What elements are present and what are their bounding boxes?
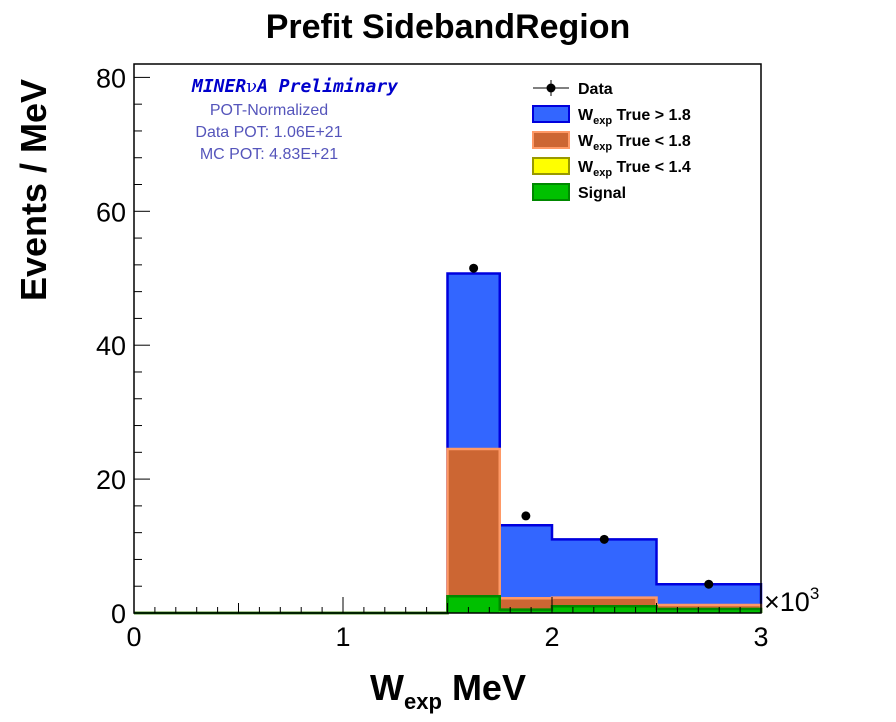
y-axis-title: Events / MeV <box>13 79 54 301</box>
data-point-0 <box>469 263 479 273</box>
x-tick-label-2: 2 <box>544 622 559 652</box>
x-multiplier-exponent: 3 <box>810 584 819 603</box>
legend-label-3: Wexp True < 1.4 <box>578 159 691 179</box>
x-tick-label-0: 0 <box>126 622 141 652</box>
data-pot-label: Data POT: 1.06E+21 <box>195 124 342 141</box>
x-axis-title: Wexp MeV <box>370 667 526 714</box>
pot-normalized-label: POT-Normalized <box>210 102 328 119</box>
bar-series0-bin4 <box>499 609 552 613</box>
legend-swatch-3 <box>532 157 570 175</box>
data-point-1 <box>521 511 531 521</box>
legend-label-4: Signal <box>578 185 626 202</box>
legend-swatch-4 <box>532 183 570 201</box>
nu-symbol: ν <box>246 76 257 97</box>
data-point-2 <box>599 534 609 544</box>
chart-title: Prefit SidebandRegion <box>266 8 631 46</box>
bar-series0-bin3 <box>447 596 500 613</box>
legend-marker-dot <box>546 83 556 93</box>
legend-entry-3: Wexp True < 1.4 <box>532 157 691 179</box>
experiment-banner: MINERνA Preliminary <box>191 76 399 97</box>
legend-entry-0: Data <box>533 80 613 98</box>
legend-entry-4: Signal <box>532 183 626 202</box>
legend-label-2: Wexp True < 1.8 <box>578 133 691 153</box>
bar-series0-bin6 <box>656 608 761 613</box>
data-point-3 <box>704 579 714 589</box>
bar-series0-bin5 <box>552 606 657 613</box>
legend-entry-2: Wexp True < 1.8 <box>532 131 691 153</box>
x-axis: 0 1 2 3 <box>126 597 769 652</box>
x-tick-label-3: 3 <box>753 622 768 652</box>
mc-pot-label: MC POT: 4.83E+21 <box>200 146 338 163</box>
experiment-annotation: MINERνA Preliminary POT-Normalized Data … <box>191 76 399 163</box>
y-tick-label-3: 60 <box>96 197 126 227</box>
legend-label-0: Data <box>578 81 613 98</box>
y-tick-label-0: 0 <box>111 599 126 629</box>
x-multiplier-label: ×103 <box>764 584 819 617</box>
y-tick-label-2: 40 <box>96 331 126 361</box>
data-points <box>469 263 714 589</box>
y-tick-label-1: 20 <box>96 465 126 495</box>
x-tick-label-1: 1 <box>335 622 350 652</box>
legend-entry-1: Wexp True > 1.8 <box>532 105 691 127</box>
bar-series2-bin3 <box>447 448 500 613</box>
legend-swatch-2 <box>532 131 570 149</box>
legend-label-1: Wexp True > 1.8 <box>578 107 691 127</box>
legend-swatch-1 <box>532 105 570 123</box>
legend: Data Wexp True > 1.8 Wexp True < 1.8 Wexp T… <box>532 80 691 202</box>
y-axis: 0 20 40 60 80 <box>96 63 150 629</box>
histogram-stack <box>134 272 763 615</box>
y-tick-label-4: 80 <box>96 63 126 93</box>
